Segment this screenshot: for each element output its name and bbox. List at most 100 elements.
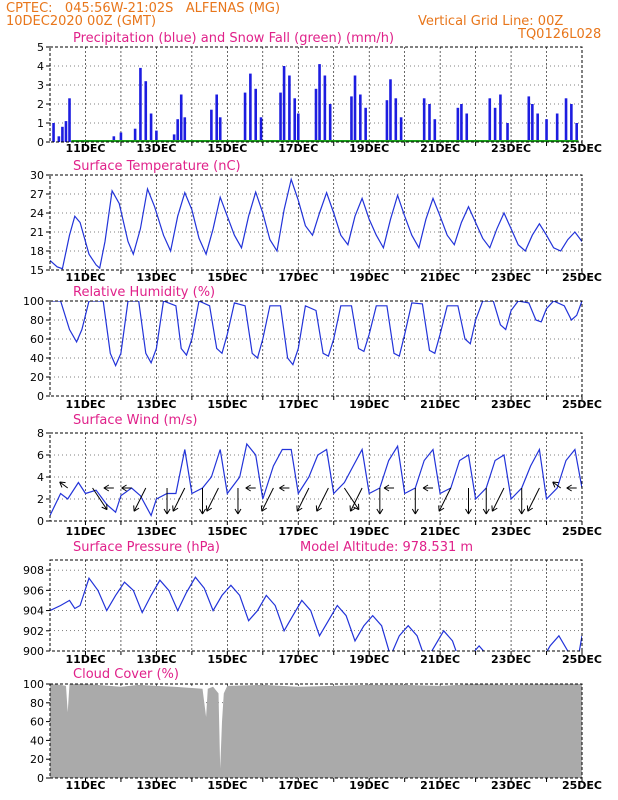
wind-arrow bbox=[206, 487, 219, 512]
x-tick-label: 13DEC bbox=[136, 271, 176, 284]
y-tick-label: 15 bbox=[30, 264, 44, 277]
x-tick-label: 23DEC bbox=[491, 271, 531, 284]
x-tick-label: 19DEC bbox=[349, 271, 389, 284]
y-tick-label: 60 bbox=[30, 716, 44, 729]
plot-body bbox=[50, 576, 582, 651]
y-tick-label: 5 bbox=[37, 41, 44, 54]
precip-bar bbox=[506, 123, 509, 142]
wind-arrow-head bbox=[349, 505, 356, 512]
wind-arrow-head bbox=[163, 508, 171, 515]
wind-arrow bbox=[343, 487, 360, 510]
precip-bar bbox=[399, 117, 403, 142]
x-tick-label: 13DEC bbox=[136, 525, 176, 538]
y-tick-label: 24 bbox=[30, 207, 44, 220]
precip-bar bbox=[328, 104, 332, 142]
precip-bar bbox=[279, 92, 282, 142]
wind-arrow-head bbox=[376, 508, 384, 515]
y-tick-label: 906 bbox=[23, 584, 44, 597]
precip-bar bbox=[323, 75, 327, 142]
wind-arrow-head bbox=[205, 505, 213, 512]
wind-arrow bbox=[133, 487, 147, 512]
run-code: TQ0126L028 bbox=[518, 27, 602, 42]
precip-bar bbox=[218, 117, 222, 142]
x-tick-label: 13DEC bbox=[136, 142, 176, 155]
wind-arrow-head bbox=[383, 484, 390, 492]
y-tick-label: 21 bbox=[30, 226, 44, 239]
precip-bar bbox=[570, 104, 573, 142]
panel-title: Surface Temperature (nC) bbox=[73, 159, 241, 174]
precip-bar bbox=[422, 98, 426, 142]
wind-arrow bbox=[491, 487, 505, 512]
precip-bar bbox=[428, 104, 431, 142]
series-line bbox=[50, 177, 582, 270]
panel-title: Relative Humidity (%) bbox=[73, 285, 215, 300]
precip-bar bbox=[149, 113, 153, 142]
panel-5 bbox=[46, 683, 583, 782]
wind-arrow-head bbox=[121, 484, 127, 492]
y-tick-label: 100 bbox=[23, 295, 44, 308]
wind-arrow-head bbox=[234, 508, 242, 515]
y-tick-label: 908 bbox=[23, 564, 44, 577]
precip-bar bbox=[499, 94, 502, 142]
x-tick-label: 15DEC bbox=[207, 142, 247, 155]
plot-body bbox=[50, 684, 582, 778]
panel-title: Surface Wind (m/s) bbox=[73, 413, 197, 428]
x-tick-label: 19DEC bbox=[349, 142, 389, 155]
precip-bar bbox=[465, 113, 469, 142]
precip-bar bbox=[394, 98, 398, 142]
x-tick-label: 13DEC bbox=[136, 653, 176, 666]
precip-bar bbox=[133, 128, 137, 142]
precip-bar bbox=[531, 104, 534, 142]
panel-frame bbox=[49, 300, 583, 397]
x-tick-label: 19DEC bbox=[349, 525, 389, 538]
precip-bar bbox=[119, 132, 123, 142]
x-tick-label: 13DEC bbox=[136, 398, 176, 411]
wind-arrow-head bbox=[260, 505, 268, 512]
panel-1 bbox=[46, 174, 583, 274]
wind-arrow bbox=[92, 487, 108, 510]
wind-arrow bbox=[552, 481, 562, 489]
x-tick-label: 11DEC bbox=[65, 779, 105, 792]
x-tick-label: 11DEC bbox=[65, 271, 105, 284]
x-tick-label: 21DEC bbox=[420, 398, 460, 411]
precip-bar bbox=[112, 136, 116, 142]
x-tick-label: 21DEC bbox=[420, 271, 460, 284]
wind-arrow-head bbox=[482, 508, 490, 515]
plot-body bbox=[50, 177, 582, 270]
wind-arrow bbox=[438, 487, 452, 512]
precip-bar bbox=[364, 107, 367, 142]
plot-body bbox=[50, 301, 582, 368]
wind-arrow-head bbox=[296, 505, 303, 512]
x-tick-label: 25DEC bbox=[562, 779, 602, 792]
run-date: 10DEC2020 00Z (GMT) bbox=[6, 14, 157, 29]
precip-bar bbox=[460, 104, 463, 142]
x-tick-label: 25DEC bbox=[562, 271, 602, 284]
wind-arrow bbox=[172, 487, 186, 512]
precip-bar bbox=[488, 98, 492, 142]
panel-title: Surface Pressure (hPa) bbox=[73, 540, 220, 555]
panel-frame bbox=[49, 559, 583, 652]
precip-bar bbox=[389, 79, 392, 142]
y-tick-label: 904 bbox=[23, 605, 44, 618]
x-tick-label: 15DEC bbox=[207, 271, 247, 284]
wind-arrow-head bbox=[101, 503, 108, 511]
precip-bar bbox=[176, 119, 179, 142]
wind-arrow bbox=[261, 487, 274, 512]
x-tick-label: 19DEC bbox=[349, 398, 389, 411]
plot-body bbox=[52, 64, 579, 142]
wind-arrow-head bbox=[465, 508, 472, 515]
wind-arrow-head bbox=[518, 508, 526, 515]
x-tick-label: 21DEC bbox=[420, 142, 460, 155]
x-tick-label: 23DEC bbox=[491, 398, 531, 411]
y-tick-label: 80 bbox=[30, 314, 44, 327]
precip-bar bbox=[296, 113, 300, 142]
x-tick-label: 23DEC bbox=[491, 779, 531, 792]
wind-arrow-head bbox=[491, 505, 498, 512]
precip-bar bbox=[61, 126, 64, 142]
precip-bar bbox=[564, 98, 568, 142]
y-tick-label: 900 bbox=[23, 645, 44, 658]
y-tick-label: 2 bbox=[37, 493, 44, 506]
precip-bar bbox=[282, 66, 286, 142]
y-tick-label: 20 bbox=[30, 371, 44, 384]
precip-bar bbox=[68, 98, 71, 142]
